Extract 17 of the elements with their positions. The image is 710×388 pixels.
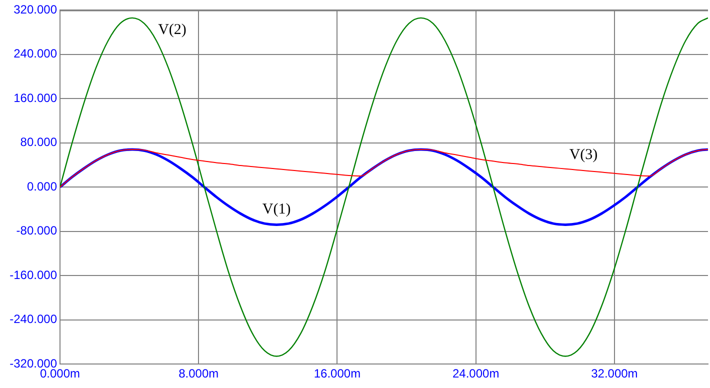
series-label: V(2) (158, 22, 186, 38)
x-tick-label: 32.000m (591, 366, 638, 381)
line-series (60, 149, 708, 188)
x-tick-label: 24.000m (452, 366, 500, 381)
x-tick-label: 16.000m (314, 366, 361, 381)
y-tick-label: -240.000 (10, 312, 58, 326)
y-tick-label: 160.000 (14, 90, 58, 105)
y-tick-label: -80.000 (16, 224, 58, 238)
x-tick-label: 8.000m (178, 366, 219, 381)
y-tick-label: 240.000 (14, 46, 58, 61)
line-series (60, 17, 708, 357)
series-label: V(3) (569, 147, 598, 164)
series-label: V(1) (262, 202, 291, 218)
y-tick-label: 320.000 (14, 2, 58, 17)
y-tick-label: 80.000 (20, 135, 58, 150)
y-tick-label: 0.000 (26, 179, 58, 194)
y-tick-label: -160.000 (10, 268, 58, 282)
